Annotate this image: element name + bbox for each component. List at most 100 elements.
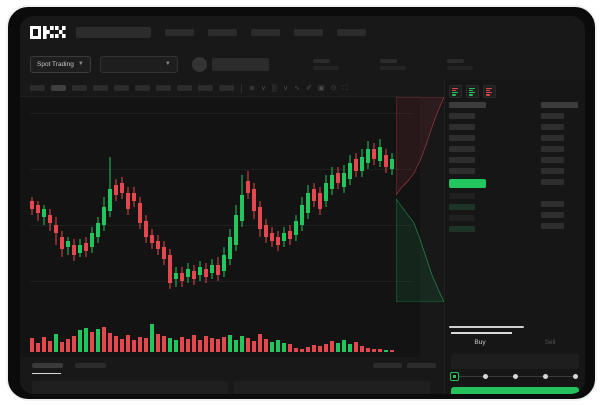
timeframe-button-5[interactable] — [135, 85, 150, 91]
candle — [222, 97, 226, 297]
order-book-ask-row[interactable] — [449, 157, 475, 163]
slider-step-2[interactable] — [513, 374, 518, 379]
order-book-bid-row[interactable] — [449, 215, 475, 221]
volume-bar — [282, 343, 286, 352]
price-chart-area[interactable] — [20, 97, 420, 357]
volume-bar — [96, 329, 100, 352]
volume-bar — [156, 334, 160, 352]
volume-bar — [234, 340, 238, 352]
slider-step-4[interactable] — [573, 374, 578, 379]
chevron-down-icon[interactable]: ∨ — [260, 84, 266, 92]
order-book-ask-row[interactable] — [449, 168, 475, 174]
timeframe-button-4[interactable] — [114, 85, 129, 91]
nav-item-2[interactable] — [251, 28, 280, 36]
indicators-icon[interactable]: ≣ — [249, 84, 255, 92]
volume-bar — [354, 342, 358, 352]
nav-item-0[interactable] — [165, 28, 194, 36]
order-book-trade-row[interactable] — [541, 124, 564, 130]
order-book-trade-row[interactable] — [541, 168, 564, 174]
orders-card-0[interactable] — [32, 381, 228, 394]
volume-bar — [84, 328, 88, 352]
slider-step-3[interactable] — [543, 374, 548, 379]
submit-order-button[interactable] — [451, 387, 579, 394]
orders-tab-1[interactable] — [75, 363, 106, 368]
order-book-ask-row[interactable] — [449, 102, 486, 108]
volume-bar — [384, 350, 388, 352]
candle — [138, 97, 142, 297]
chart-gridline-0 — [30, 113, 412, 114]
search-input[interactable] — [76, 26, 151, 38]
volume-bar — [342, 340, 346, 352]
okx-logo[interactable] — [30, 25, 66, 39]
candle — [42, 97, 46, 297]
trade-side-tabs: Buy Sell — [445, 332, 585, 352]
nav-item-1[interactable] — [208, 28, 237, 36]
order-book-trade-row[interactable] — [541, 135, 564, 141]
volume-bar — [204, 336, 208, 352]
timeframe-button-8[interactable] — [198, 85, 213, 91]
volume-bar — [306, 347, 310, 352]
chevron-down-icon[interactable]: ∨ — [282, 84, 289, 92]
price-input[interactable] — [451, 354, 579, 369]
stat-value — [312, 65, 339, 70]
pencil-icon[interactable]: ✐ — [305, 84, 312, 92]
slider-handle[interactable] — [450, 372, 459, 381]
trading-pair-select[interactable]: ▼ — [99, 55, 178, 73]
order-book-mode-both-icon[interactable] — [449, 85, 462, 98]
order-book-ask-row[interactable] — [449, 113, 475, 119]
orders-panel — [20, 357, 444, 394]
settings-icon[interactable]: ⊙ — [330, 84, 337, 92]
order-book-ask-row[interactable] — [449, 124, 475, 130]
order-book-bid-row[interactable] — [449, 193, 475, 199]
slider-step-1[interactable] — [483, 374, 488, 379]
volume-bar — [114, 336, 118, 352]
orders-card-1[interactable] — [234, 381, 430, 394]
order-book-bid-row[interactable] — [449, 226, 475, 232]
order-book-ask-row[interactable] — [449, 135, 475, 141]
order-book-trade-row[interactable] — [541, 113, 564, 119]
timeframe-button-1[interactable] — [51, 85, 66, 91]
order-book-scrollbar[interactable] — [449, 326, 524, 328]
volume-bar — [216, 339, 220, 352]
volume-bar — [390, 350, 394, 352]
chart-type-icon[interactable]: ▒ — [272, 84, 277, 92]
amount-slider[interactable] — [450, 372, 578, 381]
order-book-trade-row[interactable] — [541, 223, 564, 229]
order-book-mode-asks-icon[interactable] — [483, 85, 496, 98]
candle — [102, 97, 106, 297]
timeframe-button-0[interactable] — [30, 85, 45, 91]
nav-item-3[interactable] — [294, 28, 323, 36]
order-book-bid-row[interactable] — [449, 204, 475, 210]
order-book-trade-row[interactable] — [541, 179, 564, 185]
order-book-trade-row[interactable] — [541, 146, 564, 152]
volume-bar — [258, 334, 262, 352]
candlestick-chart[interactable] — [20, 97, 420, 297]
order-book-trade-row[interactable] — [541, 212, 564, 218]
orders-action-0[interactable] — [373, 363, 402, 368]
tab-sell[interactable]: Sell — [544, 339, 556, 346]
orders-action-1[interactable] — [407, 363, 436, 368]
order-book-trade-row[interactable] — [541, 157, 564, 163]
timeframe-button-6[interactable] — [156, 85, 171, 91]
logo-letter-o — [30, 25, 41, 39]
order-book-trade-row[interactable] — [541, 201, 564, 207]
volume-bar — [90, 332, 94, 352]
toolbar-divider — [241, 83, 242, 93]
order-book-trade-row[interactable] — [541, 102, 578, 108]
order-book-mode-bids-icon[interactable] — [466, 85, 479, 98]
orders-tab-0[interactable] — [32, 363, 63, 368]
market-type-select[interactable]: Spot Trading ▼ — [30, 55, 91, 73]
order-book-ask-row[interactable] — [449, 146, 475, 152]
volume-bar — [264, 339, 268, 352]
line-tool-icon[interactable]: ∿ — [294, 84, 300, 92]
fullscreen-icon[interactable]: ⛶ — [342, 84, 348, 92]
order-book-rows[interactable] — [445, 102, 585, 267]
timeframe-button-9[interactable] — [219, 85, 234, 91]
timeframe-button-7[interactable] — [177, 85, 192, 91]
nav-item-4[interactable] — [337, 28, 366, 36]
timeframe-button-2[interactable] — [72, 85, 87, 91]
timeframe-button-3[interactable] — [93, 85, 108, 91]
camera-icon[interactable]: ▣ — [317, 84, 325, 92]
tab-buy[interactable]: Buy — [445, 332, 515, 352]
orders-tab-indicator — [32, 373, 61, 374]
